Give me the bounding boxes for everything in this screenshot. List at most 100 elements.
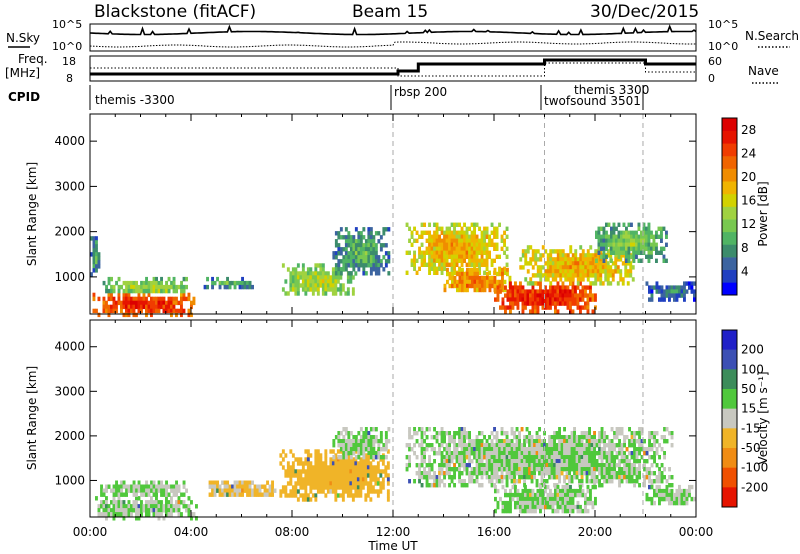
- power-cell-2: [203, 284, 207, 290]
- velocity-cell-0: [122, 516, 126, 521]
- power-cell-5: [468, 262, 471, 267]
- power-cell-8: [601, 265, 605, 270]
- velocity-cell-5: [540, 439, 544, 444]
- velocity-cell-5: [628, 451, 631, 456]
- velocity-cell-1: [175, 488, 178, 493]
- power-cell-0: [165, 304, 168, 310]
- velocity-cell-5: [585, 435, 589, 440]
- velocity-cell-3: [309, 473, 313, 478]
- velocity-cell-5: [493, 451, 496, 456]
- velocity-cell-1: [147, 488, 151, 493]
- power-cell-1: [142, 288, 146, 294]
- power-cell-9: [642, 246, 646, 251]
- power-cell-9: [637, 238, 641, 243]
- power-cell-5: [425, 230, 429, 235]
- power-cell-8: [519, 265, 523, 270]
- velocity-cell-3: [331, 473, 335, 478]
- velocity-cell-1: [120, 492, 123, 497]
- velocity-cell-5: [420, 447, 424, 452]
- velocity-cell-7: [670, 496, 674, 502]
- velocity-cell-5: [440, 467, 444, 472]
- velocity-cell-3: [364, 477, 368, 482]
- velocity-cell-5: [533, 447, 536, 452]
- colorbar-swatch: [722, 219, 737, 233]
- power-cell-5: [448, 250, 451, 255]
- power-cell-0: [97, 296, 101, 302]
- velocity-cell-5: [595, 443, 599, 448]
- power-cell-5: [433, 230, 436, 235]
- velocity-cell-5: [540, 459, 544, 464]
- power-cell-9: [620, 242, 623, 247]
- velocity-cell-5: [525, 435, 529, 440]
- velocity-cell-5: [660, 463, 664, 468]
- velocity-cell-6: [586, 500, 590, 506]
- velocity-cell-3: [331, 477, 335, 482]
- power-cell-1: [145, 276, 148, 282]
- velocity-cell-5: [623, 459, 626, 464]
- velocity-cell-5: [545, 459, 549, 464]
- power-cell-8: [551, 277, 555, 282]
- power-cell-7: [541, 289, 545, 294]
- velocity-cell-3: [279, 453, 283, 458]
- power-cell-9: [615, 234, 618, 239]
- power-cell-8: [584, 253, 588, 258]
- velocity-cell-5: [488, 435, 491, 440]
- velocity-cell-6: [539, 484, 542, 490]
- power-cell-7: [526, 289, 530, 294]
- velocity-cell-3: [306, 469, 310, 474]
- velocity-cell-5: [598, 467, 601, 472]
- velocity-cell-6: [574, 504, 577, 510]
- velocity-cell-0: [125, 512, 128, 517]
- power-cell-7: [521, 297, 525, 302]
- velocity-cell-4: [367, 439, 371, 444]
- velocity-cell-5: [420, 439, 424, 444]
- power-cell-8: [584, 273, 588, 278]
- power-cell-8: [591, 265, 595, 270]
- power-cell-4: [367, 235, 371, 240]
- velocity-cell-0: [132, 508, 136, 513]
- power-cell-8: [606, 269, 610, 274]
- velocity-cell-0: [117, 512, 121, 517]
- power-cell-9: [607, 234, 611, 239]
- power-cell-8: [604, 261, 608, 266]
- velocity-cell-6: [569, 508, 572, 514]
- velocity-cell-6: [501, 484, 505, 490]
- velocity-cell-7: [668, 488, 671, 494]
- power-cell-11: [95, 268, 98, 273]
- velocity-cell-5: [498, 443, 501, 448]
- power-cell-7: [586, 309, 590, 314]
- velocity-cell-1: [132, 484, 136, 489]
- velocity-cell-1: [172, 488, 176, 493]
- power-cell-8: [574, 253, 578, 258]
- velocity-cell-5: [525, 459, 529, 464]
- velocity-cell-5: [613, 471, 616, 476]
- power-cell-3: [294, 283, 298, 288]
- power-cell-5: [460, 250, 464, 255]
- colorbar-tick-label: 200: [741, 343, 764, 357]
- velocity-cell-2: [243, 484, 247, 489]
- power-cell-0: [127, 292, 131, 298]
- power-cell-3: [311, 283, 315, 288]
- velocity-cell-5: [565, 451, 569, 456]
- velocity-cell-5: [568, 479, 571, 484]
- velocity-cell-3: [314, 449, 318, 454]
- power-cell-5: [443, 262, 446, 267]
- velocity-cell-3: [306, 465, 310, 470]
- velocity-cell-0: [192, 512, 196, 517]
- power-cell-3: [329, 287, 333, 292]
- velocity-cell-5: [620, 451, 624, 456]
- colorbar-frame: [721, 117, 738, 296]
- velocity-cell-5: [518, 435, 521, 440]
- velocity-cell-5: [513, 471, 516, 476]
- velocity-cell-3: [329, 457, 333, 462]
- power-cell-8: [576, 265, 580, 270]
- velocity-cell-6: [554, 496, 557, 502]
- power-cell-8: [616, 265, 620, 270]
- colorbar-tick-label: 20: [741, 170, 756, 184]
- velocity-cell-5: [515, 435, 519, 440]
- velocity-cell-5: [560, 471, 564, 476]
- velocity-cell-5: [528, 459, 531, 464]
- power-cell-3: [319, 283, 323, 288]
- velocity-cell-3: [384, 469, 388, 474]
- velocity-cell-5: [488, 479, 491, 484]
